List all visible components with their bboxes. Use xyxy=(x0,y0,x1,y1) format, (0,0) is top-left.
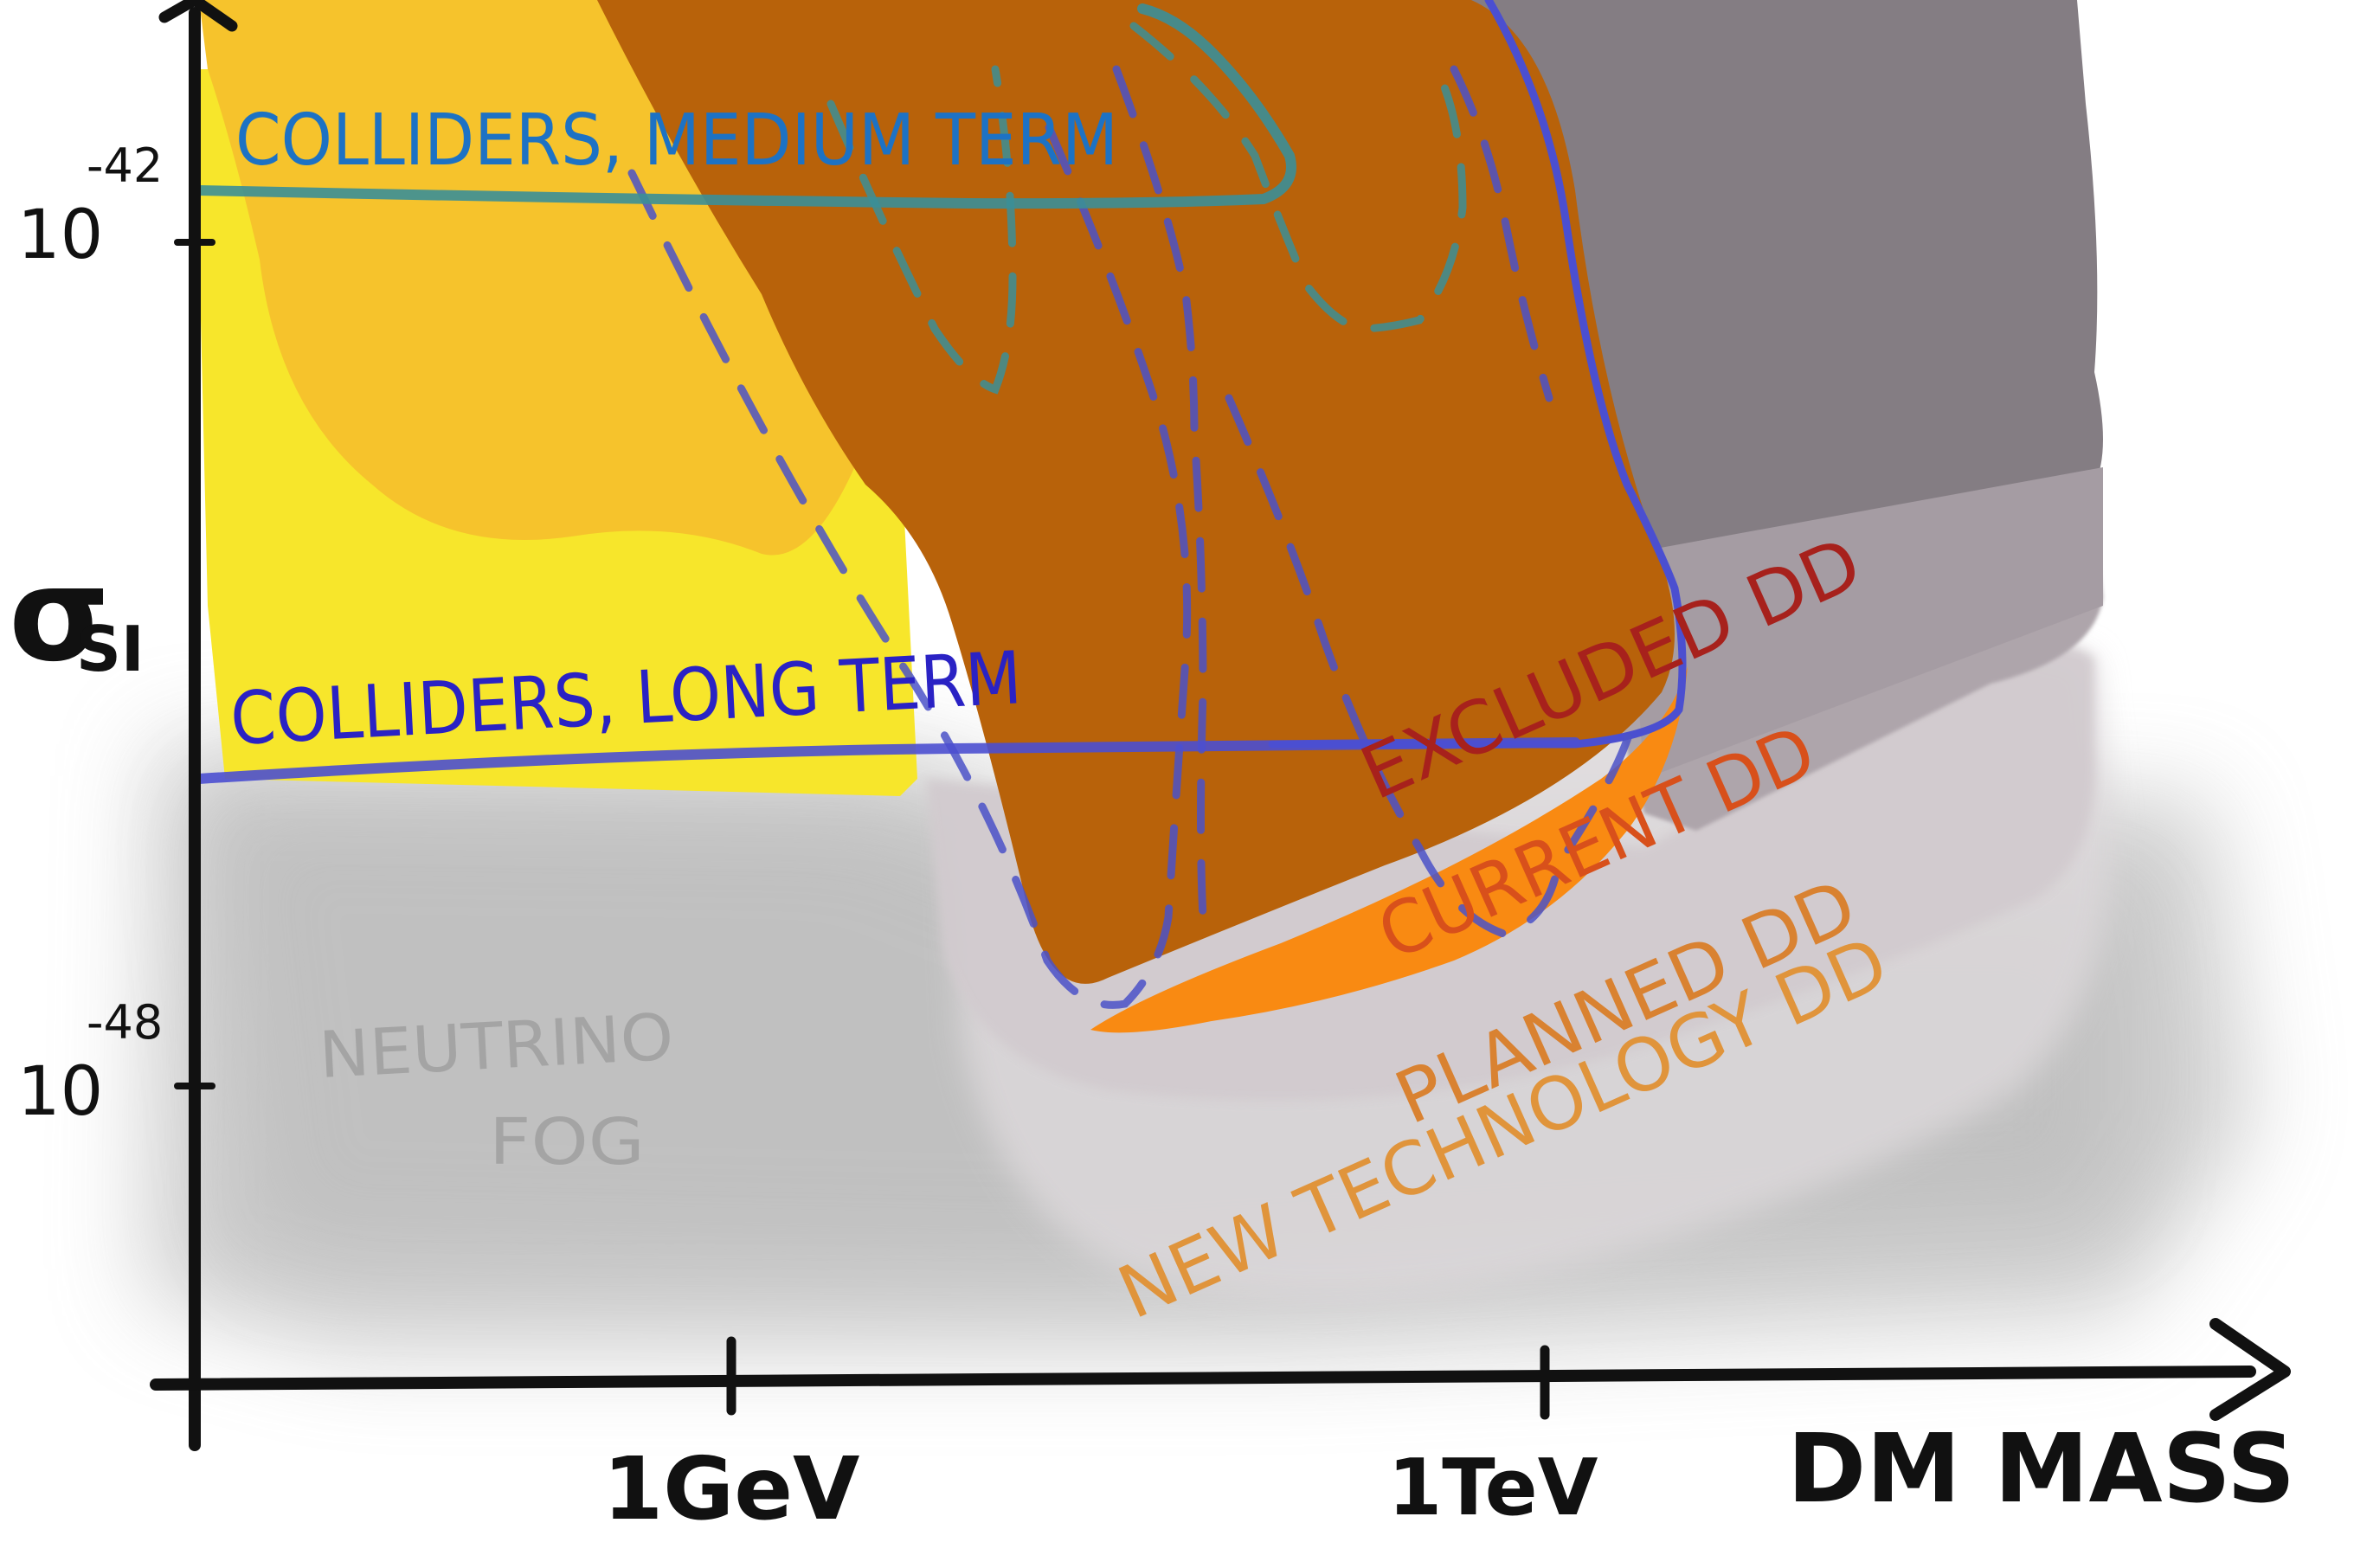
x-tick-label-2: 1TeV xyxy=(1388,1443,1598,1533)
colliders-long-term-outline xyxy=(1268,0,1687,749)
y-axis xyxy=(158,0,238,1451)
y-tick-label-2-exponent: -48 xyxy=(87,995,163,1050)
y-tick-label-1-base: 10 xyxy=(17,196,103,274)
colliders-long-term-line xyxy=(194,737,1580,784)
y-axis-label-subscript: SI xyxy=(76,613,145,685)
neutrino-fog-label-line1: NEUTRINO xyxy=(317,1000,675,1093)
neutrino-fog-label-line2: FOG xyxy=(489,1105,645,1179)
colliders-medium-term-line xyxy=(194,3,1296,209)
colliders-medium-term-dashed xyxy=(826,22,1467,395)
dark-gray-lower xyxy=(1627,467,2103,779)
colliders-medium-term-label: COLLIDERS, MEDIUM TERM xyxy=(235,100,1118,182)
dark-gray-region xyxy=(1471,0,2103,571)
y-tick-label-2-base: 10 xyxy=(17,1053,103,1131)
excluded-dd-region xyxy=(597,0,1675,984)
x-axis xyxy=(150,1318,2291,1421)
x-tick-label-1: 1GeV xyxy=(603,1438,860,1539)
y-tick-label-1-exponent: -42 xyxy=(87,138,163,193)
colliders-long-term-dashed xyxy=(627,65,1640,1009)
x-axis-label: DM MASS xyxy=(1787,1413,2295,1524)
y-axis-label: σ xyxy=(9,540,110,691)
